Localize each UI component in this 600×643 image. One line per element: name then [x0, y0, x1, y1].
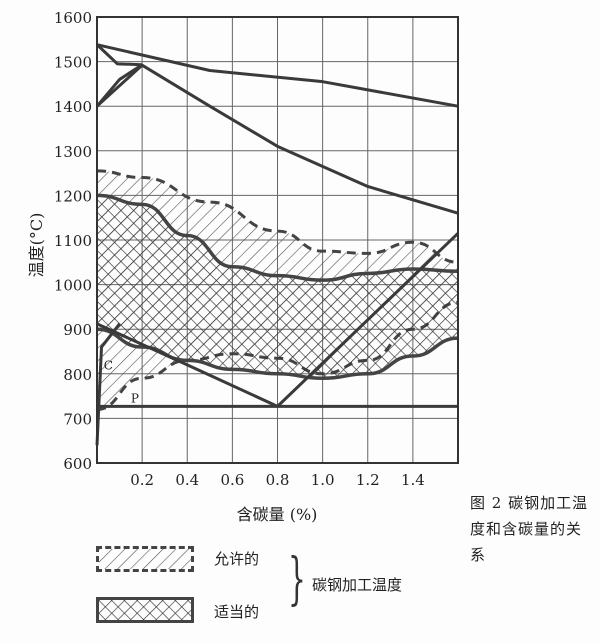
- y-tick-label: 600: [63, 455, 92, 473]
- phase-line: [95, 63, 143, 108]
- chart-plot: 600 700 800 900 1000 1100 1200 1300 1400 1500 1600…: [27, 9, 460, 524]
- phase-line: [276, 232, 460, 408]
- point-label: P: [131, 391, 139, 405]
- x-tick-label: 0.2: [130, 471, 154, 489]
- x-tick-label: 1.0: [311, 471, 335, 489]
- band-allowed-upper: [96, 169, 459, 264]
- y-tick-label: 1600: [54, 9, 92, 27]
- x-tick-label: 0.4: [175, 471, 199, 489]
- y-tick-label: 900: [63, 321, 92, 339]
- y-tick-label: 1200: [54, 187, 92, 205]
- x-tick-label: 1.4: [401, 471, 425, 489]
- y-tick-label: 800: [63, 366, 92, 384]
- point-label: C: [104, 358, 113, 372]
- phase-line: [95, 63, 459, 215]
- y-tick-label: 1500: [54, 54, 92, 72]
- y-axis-label: 温度(°C): [27, 213, 46, 278]
- phase-line: [95, 43, 143, 67]
- phase-line: [96, 322, 279, 408]
- x-tick-label: 1.2: [356, 471, 380, 489]
- y-tick-label: 1100: [54, 232, 92, 250]
- x-axis-label: 含碳量 (%): [237, 505, 318, 524]
- legend-brace: }: [288, 547, 306, 612]
- y-tick-label: 1000: [54, 277, 92, 295]
- figure-caption: 图 2 碳钢加工温度和含碳量的关系: [470, 494, 589, 564]
- y-tick-label: 1400: [54, 98, 92, 116]
- legend-allowed-label: 允许的: [214, 550, 260, 568]
- legend-group-label: 碳钢加工温度: [312, 576, 403, 594]
- phase-line: [95, 322, 121, 446]
- y-tick-label: 1300: [54, 143, 92, 161]
- y-tick-label: 700: [63, 410, 92, 428]
- phase-line: [96, 43, 459, 108]
- legend-proper-label: 适当的: [214, 603, 260, 621]
- band-proper-upper: [96, 193, 459, 282]
- legend-proper-swatch: [96, 597, 194, 623]
- plot-frame: [96, 16, 459, 464]
- x-tick-label: 0.6: [220, 471, 244, 489]
- x-tick-label: 0.8: [266, 471, 290, 489]
- band-proper-area: [97, 195, 458, 379]
- legend-allowed-swatch: [96, 546, 194, 572]
